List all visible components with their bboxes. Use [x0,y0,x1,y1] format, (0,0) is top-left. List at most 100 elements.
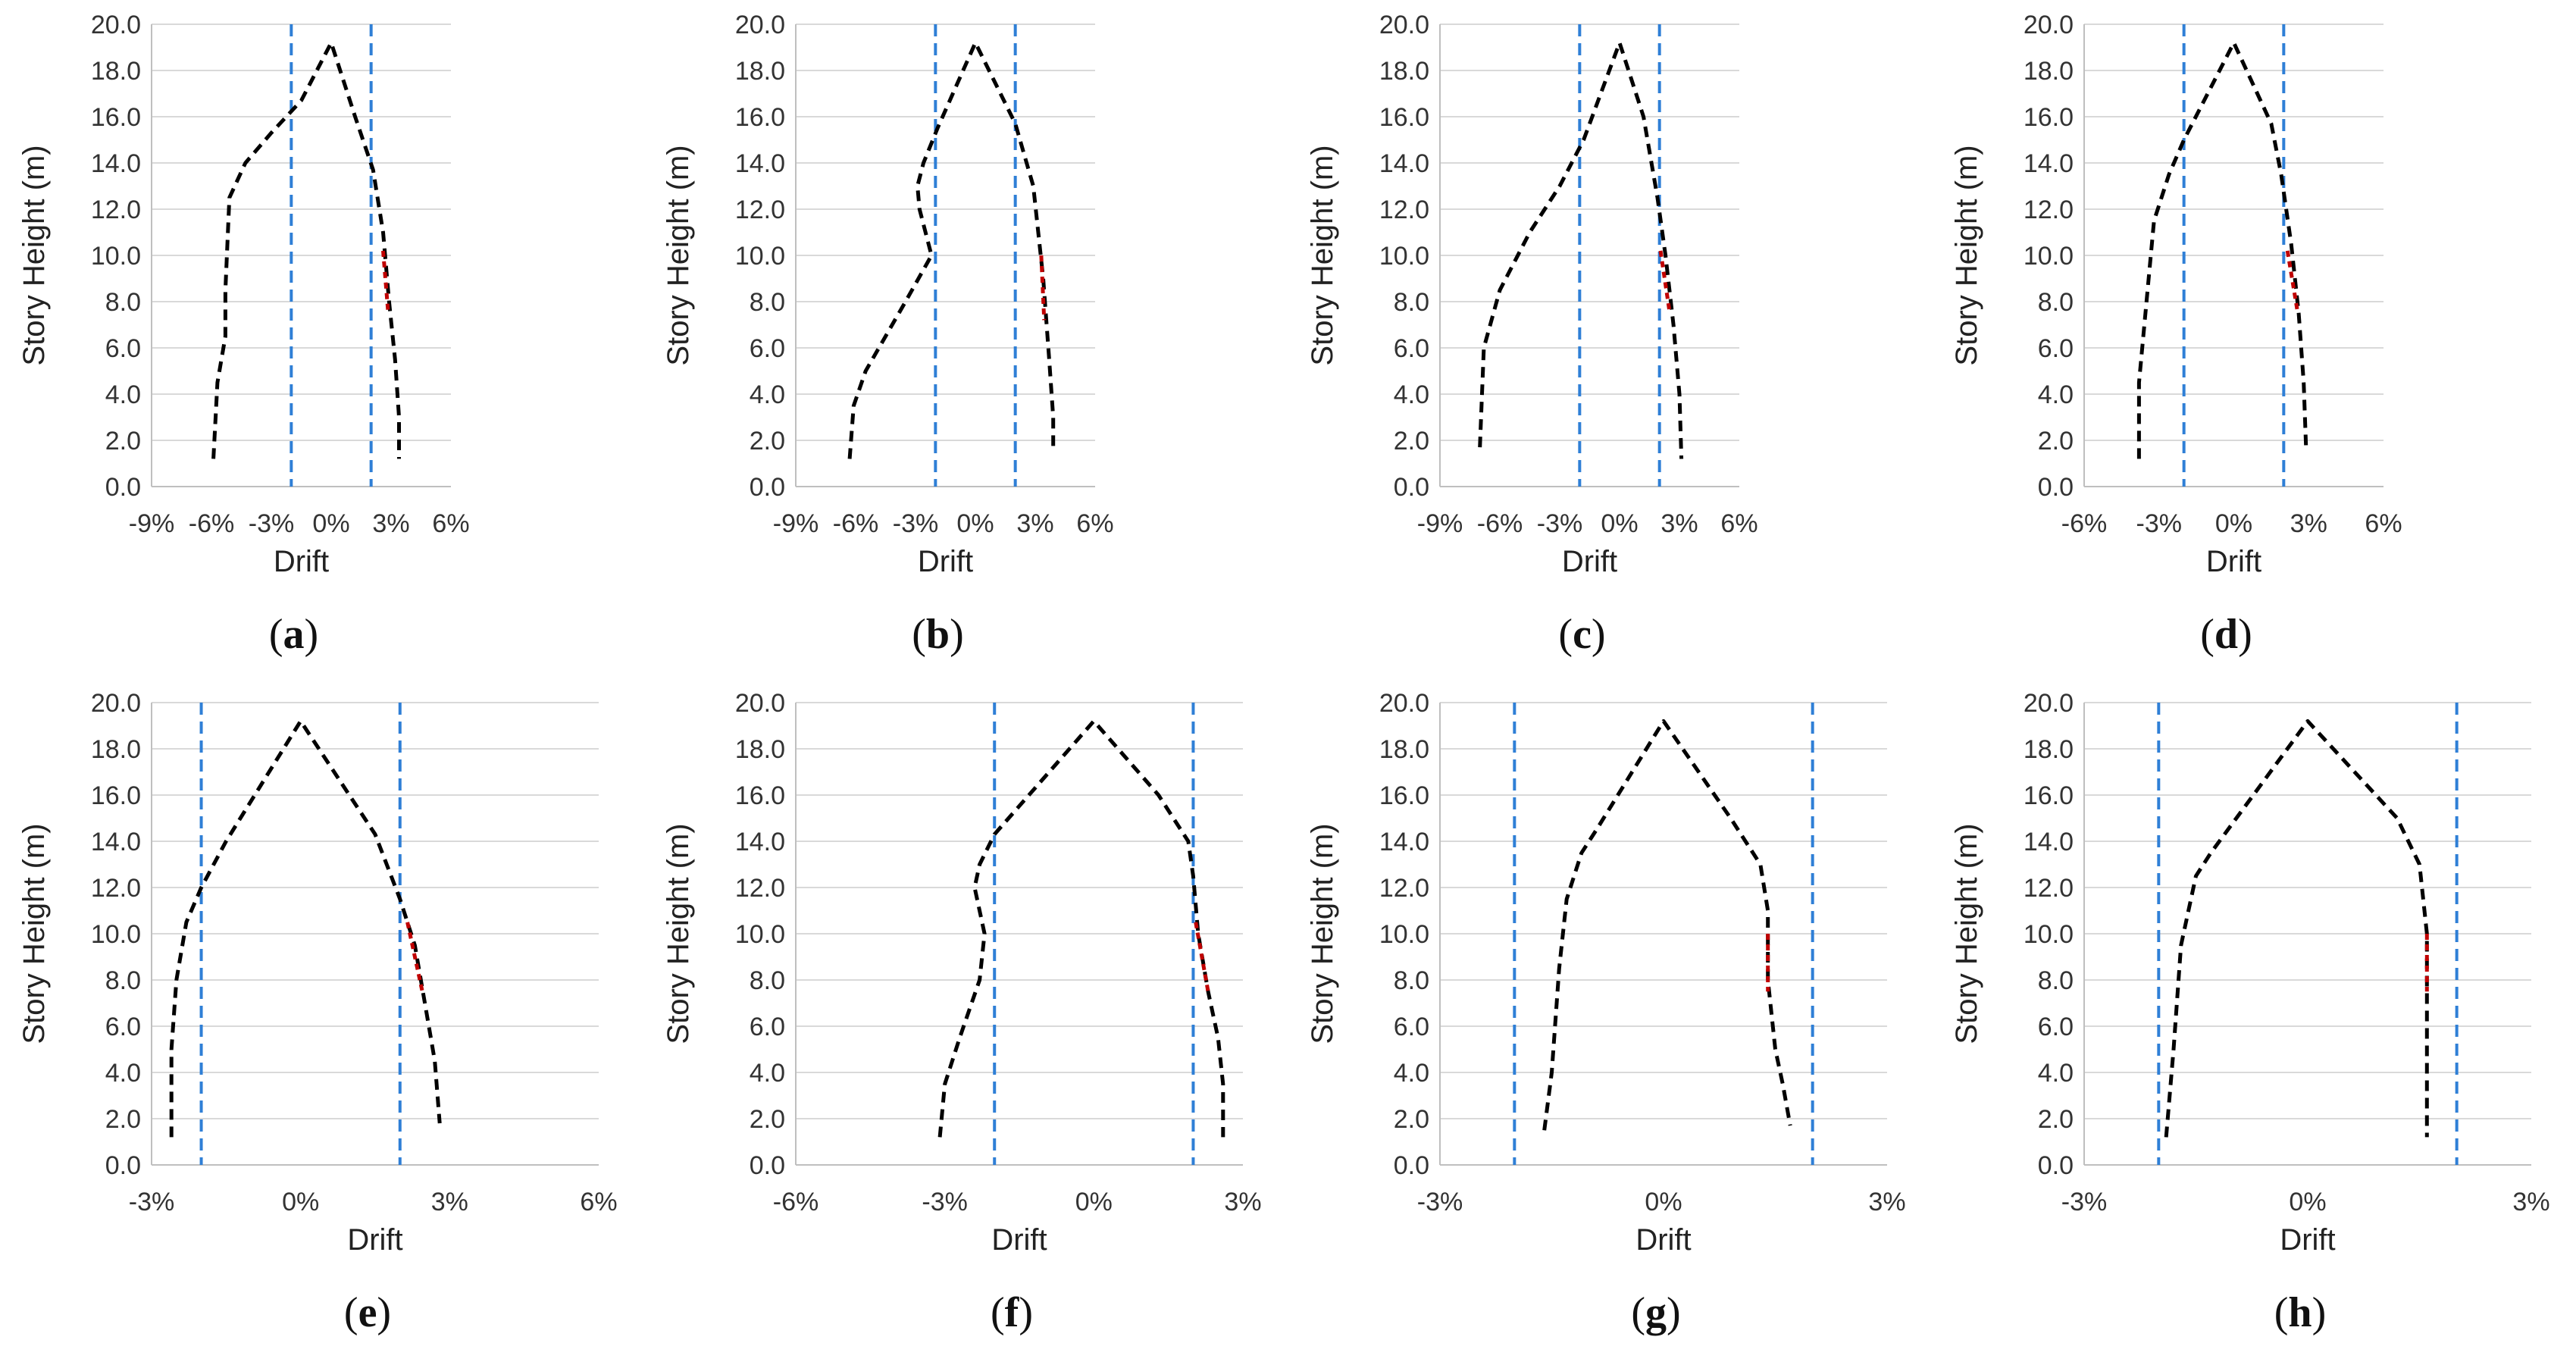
x-tick-label: 3% [1016,509,1053,538]
drift-profile-line [937,719,1225,1138]
x-tick-label: -6% [1477,509,1523,538]
y-tick-label: 4.0 [105,380,141,409]
y-tick-label: 0.0 [750,473,785,502]
y-tick-label: 18.0 [91,57,141,86]
x-axis-label: Drift [991,1223,1047,1257]
x-tick-label: 3% [1868,1188,1905,1216]
chart-g: 0.0 2.0 4.0 6.0 8.0 10.0 12.0 14.0 16.0 18.0 20.0 -… [1306,689,1906,1336]
y-tick-label: 4.0 [2038,380,2074,409]
x-tick-label: 0% [956,509,994,538]
panel-label-close: ) [1667,1289,1681,1336]
x-axis-label: Drift [1635,1223,1691,1257]
panel-label-letter: h [2288,1289,2312,1336]
x-tick-label: 3% [1660,509,1698,538]
y-tick-label: 8.0 [1394,966,1429,995]
y-tick-label: 16.0 [2024,781,2074,810]
y-axis-label: Story Height (m) [1306,823,1339,1044]
x-tick-label: 6% [1076,509,1113,538]
y-tick-label: 0.0 [2038,1151,2074,1180]
x-tick-label: 6% [580,1188,617,1216]
x-tick-label: 3% [2290,509,2327,538]
y-tick-label: 4.0 [105,1059,141,1088]
y-tick-label: 16.0 [91,781,141,810]
y-tick-label: 10.0 [1379,242,1429,271]
y-tick-label: 10.0 [2024,242,2074,271]
x-axis-label: Drift [1562,545,1617,578]
y-tick-label: 0.0 [105,1151,141,1180]
x-tick-label: -9% [129,509,174,538]
y-axis-label: Story Height (m) [1950,145,1983,365]
x-tick-label: -6% [189,509,234,538]
y-tick-label: 8.0 [105,288,141,317]
y-tick-label: 18.0 [1379,735,1429,764]
panel-label-close: ) [305,611,319,658]
x-tick-label: -3% [129,1188,174,1216]
panel-label-open: ( [1558,611,1573,658]
x-tick-label: -6% [2061,509,2107,538]
drift-profile-line [169,719,442,1138]
highlight-segment [1194,922,1210,992]
panel-label-open: ( [912,611,926,658]
x-tick-label: 0% [282,1188,319,1216]
y-tick-label: 20.0 [91,689,141,718]
chart-h: 0.0 2.0 4.0 6.0 8.0 10.0 12.0 14.0 16.0 18.0 20.0 -… [1950,689,2550,1336]
y-tick-label: 20.0 [735,689,785,718]
chart-f: 0.0 2.0 4.0 6.0 8.0 10.0 12.0 14.0 16.0 18.0 20.0 -… [662,689,1262,1336]
y-tick-label: 16.0 [735,103,785,132]
y-tick-label: 0.0 [1394,473,1429,502]
y-tick-label: 6.0 [1394,334,1429,363]
x-tick-label: 6% [2365,509,2402,538]
y-axis-label: Story Height (m) [662,823,695,1044]
y-tick-label: 14.0 [91,828,141,856]
panel-label-close: ) [2312,1289,2327,1336]
panel-label: (a) [269,611,318,658]
y-tick-label: 0.0 [105,473,141,502]
y-tick-label: 2.0 [2038,1105,2074,1134]
x-tick-label: -3% [2136,509,2182,538]
panel-label: (e) [344,1289,391,1336]
y-tick-label: 14.0 [2024,828,2074,856]
y-axis-label: Story Height (m) [662,145,695,365]
y-tick-label: 2.0 [750,1105,785,1134]
panel-label-close: ) [377,1289,391,1336]
y-tick-label: 12.0 [1379,196,1429,224]
y-tick-label: 2.0 [105,1105,141,1134]
drift-profile-line [2164,719,2429,1138]
y-tick-label: 12.0 [735,874,785,903]
y-axis-label: Story Height (m) [17,145,51,365]
chart-a: 0.0 2.0 4.0 6.0 8.0 10.0 12.0 14.0 16.0 18.0 20.0 -… [17,11,470,658]
drift-profile-line [847,40,1056,459]
y-tick-label: 12.0 [2024,196,2074,224]
panel-label-open: ( [991,1289,1005,1336]
y-axis-label: Story Height (m) [1950,823,1983,1044]
y-tick-label: 4.0 [1394,380,1429,409]
panel-a: 0.0 2.0 4.0 6.0 8.0 10.0 12.0 14.0 16.0 18.0 20.0 -… [0,0,644,675]
x-tick-label: 3% [372,509,409,538]
y-tick-label: 6.0 [2038,334,2074,363]
panel-label-open: ( [269,611,283,658]
x-tick-label: -3% [922,1188,967,1216]
y-tick-label: 6.0 [105,334,141,363]
panel-label-open: ( [2274,1289,2289,1336]
panel-g: 0.0 2.0 4.0 6.0 8.0 10.0 12.0 14.0 16.0 18.0 20.0 -… [1288,678,1933,1353]
x-tick-label: -6% [833,509,878,538]
y-tick-label: 6.0 [2038,1013,2074,1041]
y-tick-label: 6.0 [105,1013,141,1041]
chart-b: 0.0 2.0 4.0 6.0 8.0 10.0 12.0 14.0 16.0 18.0 20.0 -… [662,11,1114,658]
y-tick-label: 18.0 [735,735,785,764]
y-tick-label: 4.0 [750,380,785,409]
x-tick-label: 0% [1601,509,1638,538]
panel-c: 0.0 2.0 4.0 6.0 8.0 10.0 12.0 14.0 16.0 18.0 20.0 -… [1288,0,1933,675]
drift-profile-line [211,40,401,459]
chart-c: 0.0 2.0 4.0 6.0 8.0 10.0 12.0 14.0 16.0 18.0 20.0 -… [1306,11,1758,658]
y-tick-label: 10.0 [1379,920,1429,949]
y-tick-label: 2.0 [1394,427,1429,456]
panel-label: (g) [1631,1289,1680,1336]
x-tick-label: -6% [773,1188,818,1216]
y-tick-label: 2.0 [750,427,785,456]
x-tick-label: 3% [1224,1188,1261,1216]
x-tick-label: 3% [431,1188,468,1216]
y-tick-label: 10.0 [735,920,785,949]
y-tick-label: 0.0 [1394,1151,1429,1180]
y-tick-label: 8.0 [2038,966,2074,995]
